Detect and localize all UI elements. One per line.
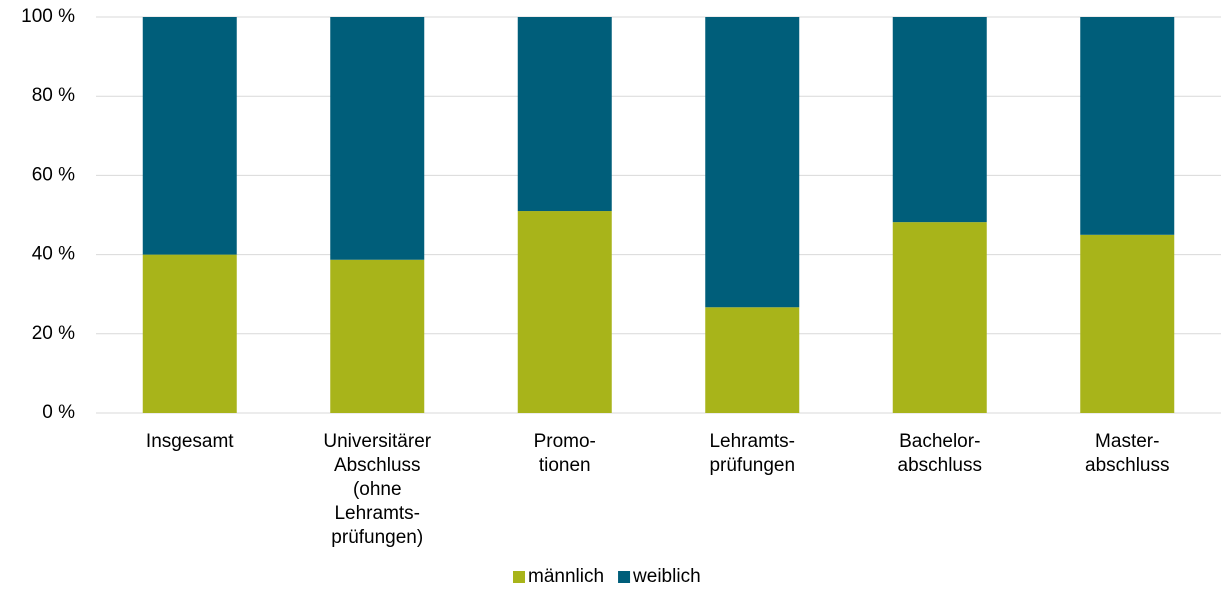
y-tick-label: 40 %	[32, 244, 75, 265]
legend-label: weiblich	[632, 566, 701, 587]
x-tick-label: Abschluss	[334, 455, 421, 476]
bar-segment	[517, 211, 612, 413]
bar-segment	[517, 17, 612, 212]
y-tick-label: 0 %	[42, 402, 75, 423]
x-tick-label: abschluss	[1085, 455, 1170, 476]
x-tick-label: Universitärer	[323, 431, 431, 452]
bar-segment	[142, 254, 237, 413]
bar-segment	[1080, 17, 1175, 235]
bar-segment	[705, 17, 800, 308]
bar-segment	[142, 17, 237, 255]
x-tick-label: Bachelor-	[899, 431, 980, 452]
bar-segment	[1080, 234, 1175, 413]
legend-label: männlich	[528, 566, 604, 587]
legend-swatch	[513, 571, 525, 583]
x-tick-label: Master-	[1095, 431, 1159, 452]
x-tick-label: prüfungen	[709, 455, 795, 476]
x-tick-label: abschluss	[898, 455, 983, 476]
bar-segment	[330, 259, 425, 413]
x-tick-label: Lehramts-	[334, 503, 420, 524]
y-tick-label: 80 %	[32, 85, 75, 106]
x-tick-label: tionen	[539, 455, 591, 476]
x-tick-label: Insgesamt	[146, 431, 234, 452]
y-tick-label: 20 %	[32, 323, 75, 344]
x-tick-label: prüfungen)	[331, 527, 423, 548]
bar-segment	[705, 307, 800, 413]
x-tick-label: Promo-	[534, 431, 596, 452]
x-tick-label: (ohne	[353, 479, 402, 500]
x-tick-label: Lehramts-	[709, 431, 795, 452]
y-tick-label: 100 %	[21, 6, 75, 27]
bar-segment	[330, 17, 425, 260]
y-tick-label: 60 %	[32, 164, 75, 185]
bar-segment	[892, 17, 987, 223]
legend-swatch	[618, 571, 631, 583]
bar-segment	[892, 222, 987, 413]
